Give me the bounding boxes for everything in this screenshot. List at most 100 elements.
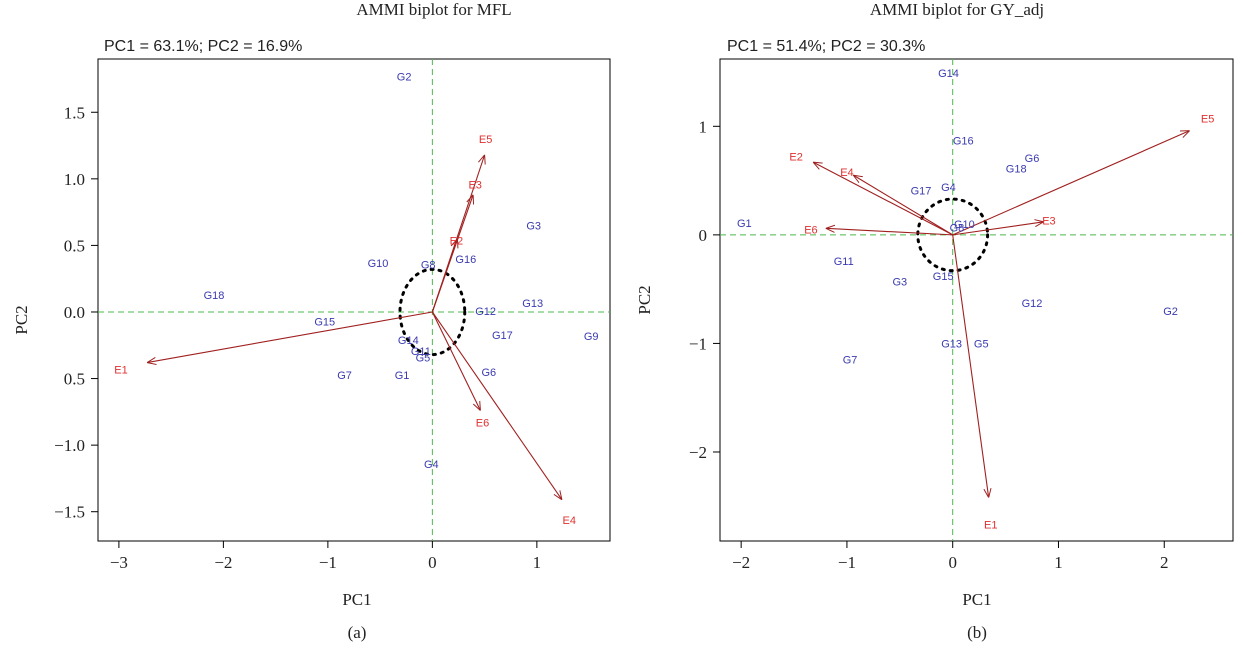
x-axis-title: PC1 [962,590,991,609]
environment-label-e1: E1 [984,520,997,532]
genotype-label-g12: G12 [1022,298,1043,310]
axis-ticks: −3 −2 −1 0 1 −1.5 −1.0 0.5 0.0 0.5 1.0 1.5 [54,103,541,572]
genotype-label-g7: G7 [337,370,352,382]
environment-label-e4: E4 [840,167,853,179]
genotype-label-g1: G1 [395,370,410,382]
genotype-label-g7: G7 [843,355,858,367]
genotype-label-g5: G5 [416,352,431,364]
reference-lines [98,59,610,541]
genotype-label-g13: G13 [941,338,962,350]
chart-title: AMMI biplot for GY_adj [870,0,1044,19]
environment-vector-e1 [147,311,433,363]
genotype-label-g2: G2 [1163,306,1178,318]
x-axis-title: PC1 [342,590,371,609]
y-axis-title: PC2 [635,285,654,314]
genotype-label-g16: G16 [953,135,974,147]
environment-vector-e1 [952,234,989,498]
genotype-label-g15: G15 [314,317,335,329]
x-tick-label: −2 [214,553,232,572]
y-tick-label: −2 [689,443,707,462]
y-tick-label: 0 [699,226,708,245]
environment-vector-e5 [431,155,484,313]
x-tick-label: −3 [110,553,128,572]
environment-label-e5: E5 [479,134,492,146]
x-tick-label: 0 [428,553,437,572]
x-tick-label: −1 [319,553,337,572]
genotype-label-g3: G3 [526,221,541,233]
genotype-label-g4: G4 [941,182,956,194]
genotype-label-g15: G15 [933,271,954,283]
environment-vector-e6 [431,311,480,411]
environment-vectors [813,131,1190,498]
genotype-label-g8: G8 [950,222,965,234]
environment-label-e6: E6 [804,224,817,236]
genotype-label-g2: G2 [397,72,412,84]
genotype-label-g13: G13 [522,298,543,310]
environment-vector-e6 [826,228,953,236]
genotype-label-g4: G4 [424,459,439,471]
y-tick-label: 1 [699,117,708,136]
genotype-label-g18: G18 [204,290,225,302]
genotype-label-g10: G10 [954,219,975,231]
environment-label-e1: E1 [114,364,127,376]
genotype-label-g9: G9 [584,331,599,343]
x-tick-label: 1 [1054,553,1063,572]
environment-vector-e4 [853,175,953,236]
genotype-label-g3: G3 [892,277,907,289]
panel-label: (a) [348,623,367,642]
chart-subtitle: PC1 = 63.1%; PC2 = 16.9% [104,38,302,55]
genotype-label-g17: G17 [492,330,513,342]
environment-label-e5: E5 [1201,114,1214,126]
panel-label: (b) [967,623,987,642]
plot-frame [719,58,1234,542]
chart-subtitle: PC1 = 51.4%; PC2 = 30.3% [727,38,925,55]
x-tick-label: 2 [1160,553,1169,572]
y-tick-label: 1.0 [64,170,85,189]
genotype-label-g1: G1 [737,218,752,230]
genotype-label-g8: G8 [421,259,436,271]
plot-frame [97,58,611,542]
axis-ticks: −2 −1 0 1 2 −2 −1 0 1 [689,117,1169,572]
environment-label-e4: E4 [563,515,576,527]
y-tick-label: −1.5 [54,503,85,522]
panel-b: AMMI biplot for GY_adj PC1 = 51.4%; PC2 … [635,0,1234,642]
environment-vector-e4 [431,311,562,500]
y-tick-label: −1.0 [54,436,85,455]
chart-title: AMMI biplot for MFL [356,0,511,19]
y-axis-title: PC2 [12,305,31,334]
genotype-label-g14: G14 [398,335,419,347]
genotype-label-g11: G11 [411,346,431,358]
environment-vectors [147,155,562,500]
genotype-label-g16: G16 [455,254,476,266]
y-tick-label: 0.5 [64,370,85,389]
genotype-label-g5: G5 [974,338,989,350]
genotype-label-g17: G17 [911,185,932,197]
genotype-label-g6: G6 [481,367,496,379]
environment-vector-e5 [952,131,1190,236]
environment-label-e2: E2 [789,152,802,164]
x-tick-label: 1 [533,553,542,572]
reference-lines [720,59,1233,541]
environment-vector-e2 [813,162,953,236]
y-tick-label: −1 [689,334,707,353]
genotype-label-g12: G12 [475,306,496,318]
origin-circle [398,267,467,357]
genotype-label-g14: G14 [938,68,959,80]
panel-a: AMMI biplot for MFL PC1 = 63.1%; PC2 = 1… [12,0,611,642]
y-tick-label: 1.5 [64,103,85,122]
environment-label-e2: E2 [450,235,463,247]
x-tick-label: −1 [838,553,856,572]
origin-circle [916,197,990,273]
genotype-label-g11: G11 [834,256,854,268]
environment-vector-e3 [952,222,1044,236]
x-tick-label: −2 [732,553,750,572]
y-tick-label: 0.0 [64,303,85,322]
environment-label-e6: E6 [476,418,489,430]
genotype-label-g10: G10 [368,258,389,270]
genotype-label-g6: G6 [1025,153,1040,165]
genotype-label-g18: G18 [1006,164,1027,176]
x-tick-label: 0 [948,553,957,572]
